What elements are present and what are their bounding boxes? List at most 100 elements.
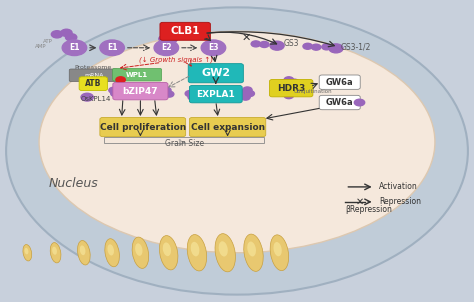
Circle shape [81,93,93,101]
Ellipse shape [52,247,57,255]
Bar [104,137,264,143]
Circle shape [236,91,246,97]
Text: OsKPL14: OsKPL14 [81,96,111,102]
Circle shape [270,41,284,50]
Circle shape [167,36,177,43]
Circle shape [188,94,197,100]
Ellipse shape [273,242,282,256]
Ellipse shape [23,245,32,261]
FancyBboxPatch shape [319,95,360,110]
Circle shape [290,79,299,85]
Circle shape [65,34,77,41]
Text: (↓ Growth signals ↑): (↓ Growth signals ↑) [139,56,213,63]
Text: E2: E2 [161,43,172,52]
Circle shape [241,94,250,100]
FancyBboxPatch shape [113,69,162,81]
Circle shape [116,77,125,83]
Text: Activation: Activation [379,182,418,191]
Ellipse shape [187,235,207,271]
FancyBboxPatch shape [270,79,313,97]
Text: HDR3: HDR3 [277,84,305,93]
Circle shape [62,40,87,56]
Ellipse shape [78,240,90,265]
Text: Ubiquitination: Ubiquitination [293,89,332,94]
FancyBboxPatch shape [190,117,266,137]
Circle shape [201,40,226,56]
Ellipse shape [108,244,114,255]
Text: EXPLA1: EXPLA1 [196,90,235,99]
FancyBboxPatch shape [113,82,168,100]
Circle shape [303,43,312,49]
Circle shape [164,91,174,97]
Circle shape [284,77,293,83]
Ellipse shape [163,243,171,256]
FancyBboxPatch shape [160,22,210,40]
Ellipse shape [80,246,85,255]
Ellipse shape [132,237,149,268]
Circle shape [111,91,120,97]
FancyBboxPatch shape [188,64,243,83]
Circle shape [329,44,343,53]
Text: GS3: GS3 [284,39,300,48]
Text: Nucleus: Nucleus [48,177,98,190]
Text: ✕: ✕ [241,33,251,43]
Ellipse shape [191,242,200,256]
Text: ✕: ✕ [356,196,364,206]
FancyBboxPatch shape [79,77,108,91]
Circle shape [251,41,261,47]
Circle shape [109,87,118,93]
Text: mRNA: mRNA [84,73,103,78]
Circle shape [322,44,331,50]
Circle shape [162,87,171,93]
Text: WPL1: WPL1 [126,72,148,78]
Circle shape [154,40,179,56]
FancyBboxPatch shape [69,69,118,82]
Text: GW2: GW2 [201,68,230,78]
Text: AMP: AMP [36,44,47,49]
FancyBboxPatch shape [190,85,242,103]
Circle shape [284,93,293,99]
Text: GS3-1/2: GS3-1/2 [341,42,371,51]
Circle shape [245,91,255,97]
Ellipse shape [247,242,256,256]
Text: ATP: ATP [43,39,53,44]
Circle shape [51,31,63,38]
Text: bZIP47: bZIP47 [123,87,158,96]
Text: E1: E1 [69,43,80,52]
Circle shape [185,91,195,97]
Ellipse shape [219,241,228,256]
Ellipse shape [6,7,468,295]
Ellipse shape [244,234,263,271]
Circle shape [159,36,169,42]
Circle shape [355,99,365,106]
Ellipse shape [135,243,143,256]
Text: GW6a: GW6a [326,78,354,87]
Ellipse shape [25,248,28,254]
Text: Cell expansion: Cell expansion [191,123,264,132]
Circle shape [192,88,201,94]
Text: E1: E1 [107,43,118,52]
Ellipse shape [50,243,61,263]
Ellipse shape [159,236,178,270]
Text: ATB: ATB [85,79,101,88]
FancyBboxPatch shape [319,75,360,89]
Text: E3: E3 [208,43,219,52]
Text: Cell proliferation: Cell proliferation [100,123,186,132]
Circle shape [311,44,321,50]
Ellipse shape [105,239,119,267]
Circle shape [260,41,269,47]
Text: GW6a: GW6a [326,98,354,107]
Ellipse shape [39,31,435,253]
Ellipse shape [215,234,236,272]
Circle shape [243,87,252,93]
Text: Repression: Repression [379,198,421,206]
Circle shape [61,29,72,37]
Text: βRepression: βRepression [346,205,392,214]
Text: CLB1: CLB1 [171,26,200,36]
Text: Proteasome: Proteasome [74,65,112,70]
Circle shape [278,90,288,96]
FancyBboxPatch shape [100,117,186,137]
Circle shape [100,40,124,56]
Circle shape [278,80,288,86]
Text: Grain Size: Grain Size [164,139,204,148]
